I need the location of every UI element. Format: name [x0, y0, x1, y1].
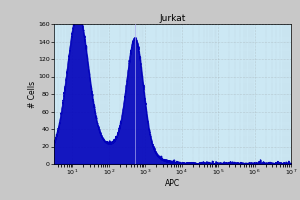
Y-axis label: # Cells: # Cells: [28, 80, 37, 108]
X-axis label: APC: APC: [165, 179, 180, 188]
Title: Jurkat: Jurkat: [159, 14, 186, 23]
